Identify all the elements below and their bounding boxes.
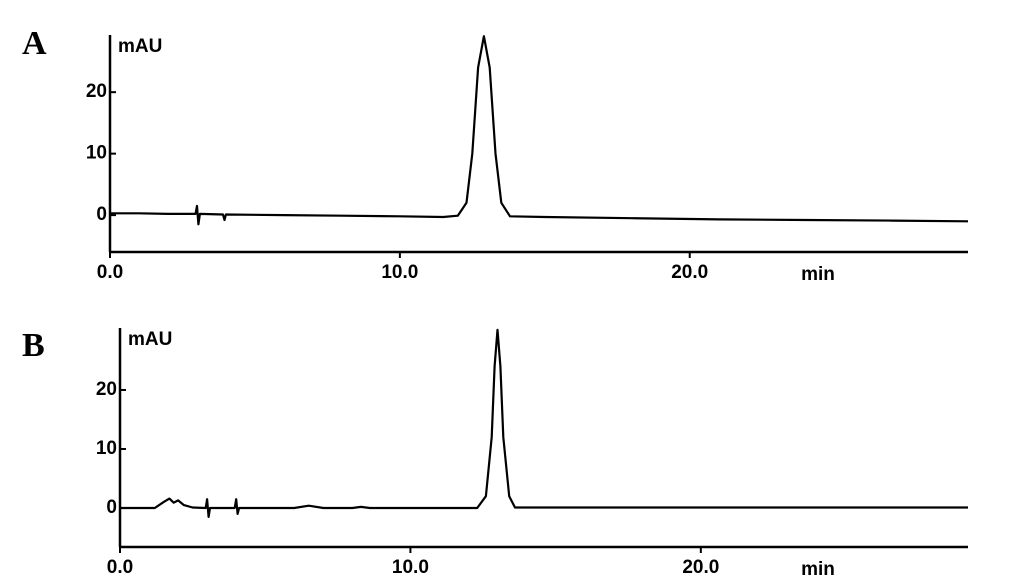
y-tick-label: 10 [86, 143, 107, 164]
y-tick-label: 20 [96, 379, 117, 400]
x-tick-label: 20.0 [682, 557, 719, 578]
y-tick-label: 20 [86, 81, 107, 102]
chromatogram-line [120, 328, 968, 518]
x-tick-label: 10.0 [381, 262, 418, 283]
panel-label: A [22, 25, 47, 62]
y-axis-label: mAU [118, 36, 162, 57]
y-axis-label: mAU [128, 329, 172, 350]
panel-label: B [22, 327, 45, 364]
chromatogram-line [110, 35, 969, 226]
x-tick-label: 20.0 [671, 262, 708, 283]
y-tick-label: 10 [96, 438, 117, 459]
y-tick-label: 0 [96, 204, 107, 225]
x-axis-label: min [801, 559, 835, 580]
x-axis-label: min [801, 264, 835, 285]
x-tick-label: 0.0 [107, 557, 133, 578]
x-tick-label: 10.0 [392, 557, 429, 578]
y-tick-label: 0 [106, 497, 117, 518]
x-tick-label: 0.0 [97, 262, 123, 283]
